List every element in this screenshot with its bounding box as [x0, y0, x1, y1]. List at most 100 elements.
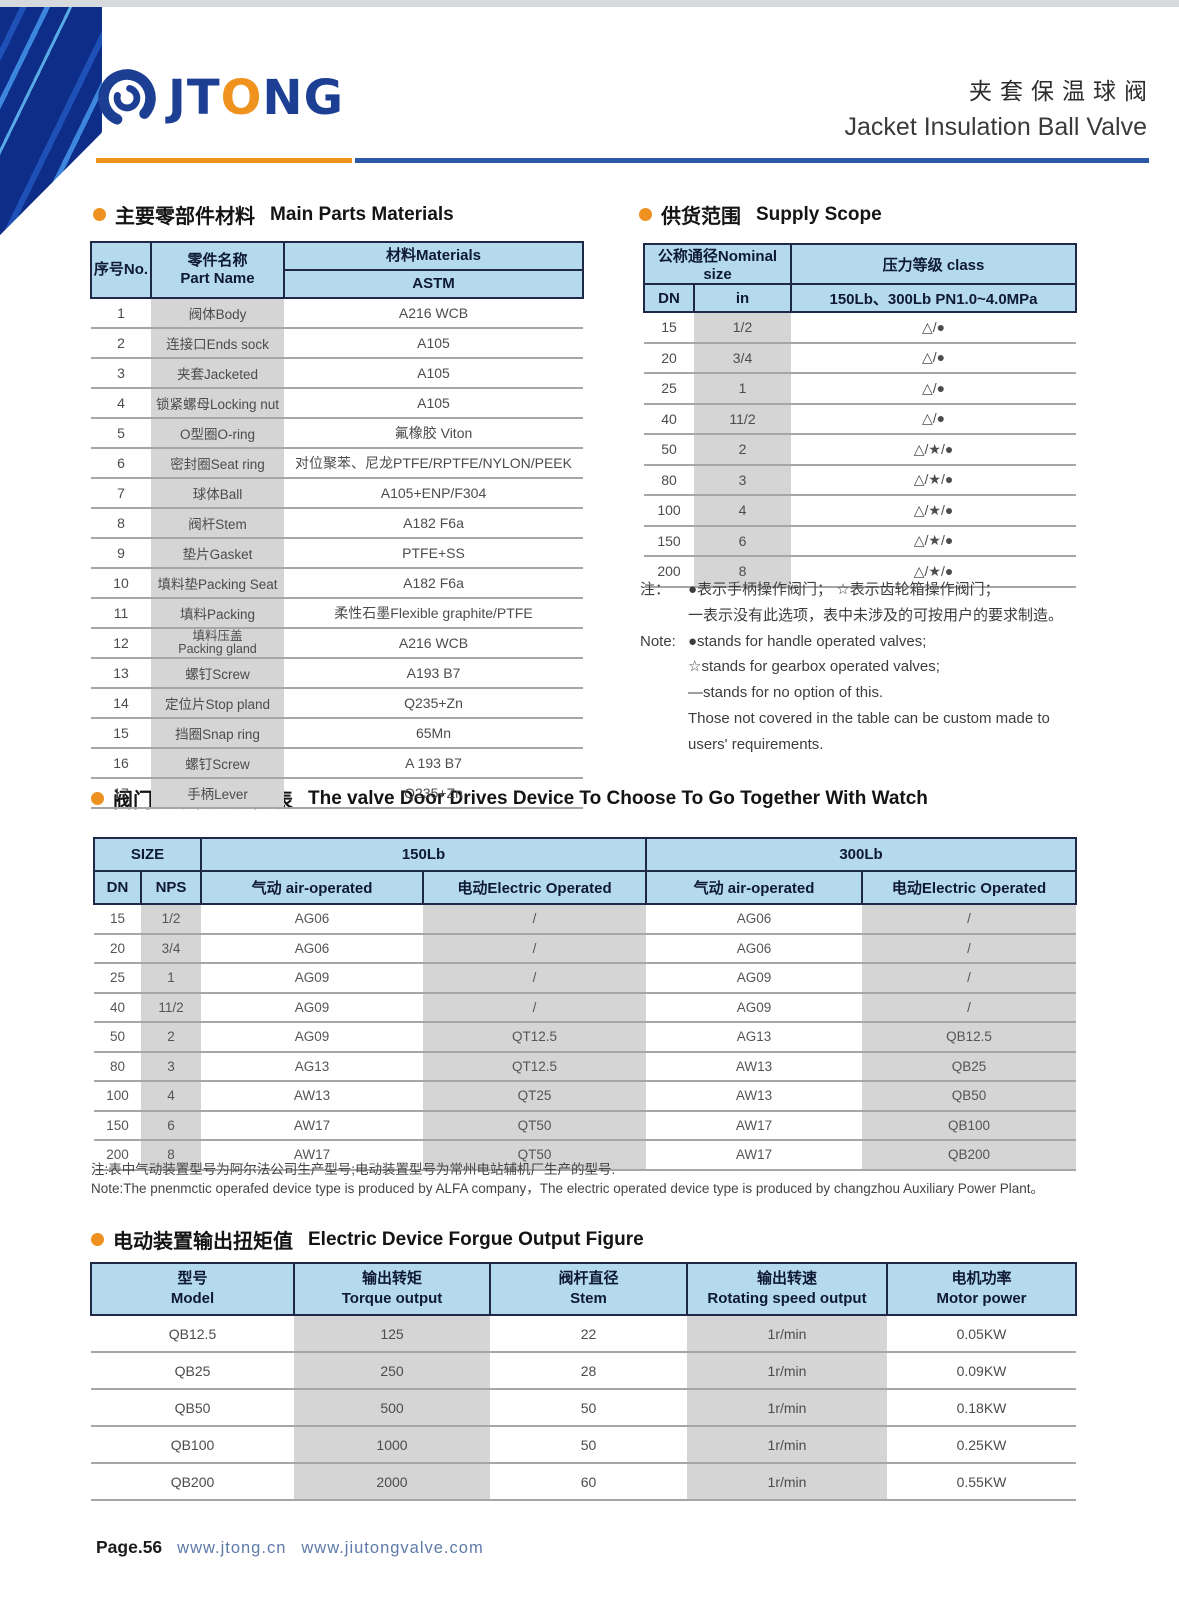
cell-torque: 1000 — [294, 1426, 490, 1464]
section-title-en: Electric Device Forgue Output Figure — [308, 1228, 644, 1250]
table-row: 200 8 △/★/● — [644, 556, 1077, 588]
table-row: 100 4 AW13 QT25 AW13 QB50 — [94, 1081, 1077, 1112]
cell-dn: 80 — [644, 464, 694, 496]
table-row: QB12.5 125 22 1r/min 0.05KW — [91, 1315, 1076, 1353]
col-part-name-cn: 零件名称 — [187, 252, 248, 269]
cell-air150: AG09 — [201, 992, 423, 1023]
section-title-materials: 主要零部件材料 Main Parts Materials — [93, 200, 454, 229]
cell-model: QB50 — [91, 1389, 294, 1427]
cell-cls: △/★/● — [791, 495, 1077, 527]
cell-stem: 60 — [490, 1463, 687, 1501]
note-label — [640, 654, 688, 680]
header-rule-orange — [96, 158, 352, 163]
brand-name-jt: JT — [168, 70, 221, 126]
supply-scope-note: 注： ●表示手柄操作阀门； ☆表示齿轮箱操作阀门； 一表示没有此选项，表中未涉及的可… — [640, 577, 1090, 758]
cell-power: 0.09KW — [887, 1352, 1076, 1390]
cell-inch: 6 — [694, 525, 792, 557]
table-row: 8 阀杆Stem A182 F6a — [91, 508, 583, 539]
cell-no: 16 — [91, 748, 151, 779]
cell-elec300: / — [862, 963, 1077, 994]
table-row: 6 密封圈Seat ring 对位聚苯、尼龙PTFE/RPTFE/NYLON/PEE… — [91, 448, 583, 479]
col-electric-operated-300: 电动Electric Operated — [861, 870, 1078, 905]
cell-torque: 250 — [294, 1352, 490, 1390]
table-row: 14 定位片Stop pland Q235+Zn — [91, 688, 583, 719]
cell-mat: A182 F6a — [284, 508, 583, 539]
note-text: —stands for no option of this. — [688, 684, 884, 702]
col-part-name: 零件名称 Part Name — [150, 241, 285, 299]
cell-cls: △/● — [791, 373, 1077, 405]
cell-no: 12 — [91, 628, 151, 659]
cell-part: 球体Ball — [151, 478, 284, 509]
cell-dn: 50 — [94, 1022, 141, 1053]
footer-url-2: www.jiutongvalve.com — [301, 1539, 484, 1557]
cell-dn: 150 — [644, 525, 694, 557]
supply-scope-table: 公称通径Nominal size 压力等级 class DN in 150Lb、… — [642, 243, 1078, 588]
note-line: 注： ●表示手柄操作阀门； ☆表示齿轮箱操作阀门； — [640, 577, 1090, 603]
swirl-logo-icon — [98, 69, 156, 127]
cell-cls: △/● — [791, 312, 1077, 344]
cell-part: 垫片Gasket — [151, 538, 284, 569]
cell-elec150: QT12.5 — [423, 1022, 647, 1053]
table-row: 11 填料Packing 柔性石墨Flexible graphite/PTFE — [91, 598, 583, 629]
cell-elec150: QT50 — [423, 1140, 647, 1171]
materials-table-header: 序号No. 零件名称 Part Name 材料Materials ASTM — [90, 241, 584, 299]
cell-elec300: QB50 — [862, 1081, 1077, 1112]
table-row: 150 6 △/★/● — [644, 525, 1077, 557]
cell-air300: AW17 — [646, 1140, 863, 1171]
cell-cls: △/★/● — [791, 464, 1077, 496]
table-row: 25 1 AG09/AG09/ — [94, 963, 1077, 994]
cell-nps: 1 — [141, 963, 201, 994]
table-row: 1 阀体Body A216 WCB — [91, 298, 583, 329]
cell-dn: 100 — [644, 495, 694, 527]
cell-mat: A216 WCB — [284, 298, 583, 329]
cell-part: 连接口Ends sock — [151, 328, 284, 359]
table-row: 25 1 △/● — [644, 373, 1077, 405]
section-title-en: Main Parts Materials — [270, 203, 454, 225]
col-model-en: Model — [170, 1290, 215, 1307]
cell-air150: AG06 — [201, 933, 423, 964]
cell-elec300: QB200 — [862, 1140, 1077, 1171]
table-row: 50 2 △/★/● — [644, 434, 1077, 466]
cell-dn: 15 — [644, 312, 694, 344]
drive-selection-table: SIZE 150Lb 300Lb DN NPS 气动 air-operated … — [93, 837, 1078, 1171]
cell-elec150: / — [423, 904, 647, 935]
cell-power: 0.25KW — [887, 1426, 1076, 1464]
cell-part: 螺钉Screw — [151, 658, 284, 689]
note-label — [640, 706, 688, 732]
corner-decoration — [0, 7, 102, 235]
cell-part: 阀体Body — [151, 298, 284, 329]
note-line: 一表示没有此选项，表中未涉及的可按用户的要求制造。 — [640, 603, 1090, 629]
cell-dn: 25 — [644, 373, 694, 405]
cell-dn: 25 — [94, 963, 141, 994]
brand-name-ng: NG — [262, 70, 344, 126]
footer-url-1: www.jtong.cn — [177, 1539, 287, 1557]
note-line: Those not covered in the table can be cu… — [640, 706, 1090, 732]
cell-speed: 1r/min — [687, 1352, 887, 1390]
col-stem-cn: 阀杆直径 — [558, 1270, 619, 1287]
col-model: 型号 Model — [90, 1262, 295, 1316]
col-pressure-values: 150Lb、300Lb PN1.0~4.0MPa — [790, 283, 1078, 313]
note-line: ☆stands for gearbox operated valves; — [640, 654, 1090, 680]
cell-stem: 50 — [490, 1389, 687, 1427]
section-title-cn: 电动装置输出扭矩值 — [113, 1231, 293, 1253]
cell-elec150: / — [423, 992, 647, 1023]
cell-no: 1 — [91, 298, 151, 329]
cell-power: 0.55KW — [887, 1463, 1076, 1501]
col-power-cn: 电机功率 — [951, 1270, 1012, 1287]
cell-part: 密封圈Seat ring — [151, 448, 284, 479]
cell-air150: AW17 — [201, 1140, 423, 1171]
table-row: 40 11/2 AG09/AG09/ — [94, 992, 1077, 1023]
cell-no: 2 — [91, 328, 151, 359]
cell-mat: A193 B7 — [284, 658, 583, 689]
section-title-torque: 电动装置输出扭矩值 Electric Device Forgue Output … — [91, 1225, 644, 1254]
cell-no: 8 — [91, 508, 151, 539]
table-row: 150 6 AW17 QT50 AW17 QB100 — [94, 1110, 1077, 1141]
cell-no: 5 — [91, 418, 151, 449]
cell-no: 13 — [91, 658, 151, 689]
drive-selection-note: 注:表中气动装置型号为阿尔法公司生产型号;电动装置型号为常州电站辅机厂生产的型号… — [91, 1160, 1079, 1198]
header-rule — [96, 158, 1149, 163]
col-150lb: 150Lb — [199, 837, 648, 872]
bullet-icon — [93, 208, 106, 221]
col-power-en: Motor power — [936, 1290, 1027, 1307]
col-part-name-en: Part Name — [180, 270, 255, 287]
